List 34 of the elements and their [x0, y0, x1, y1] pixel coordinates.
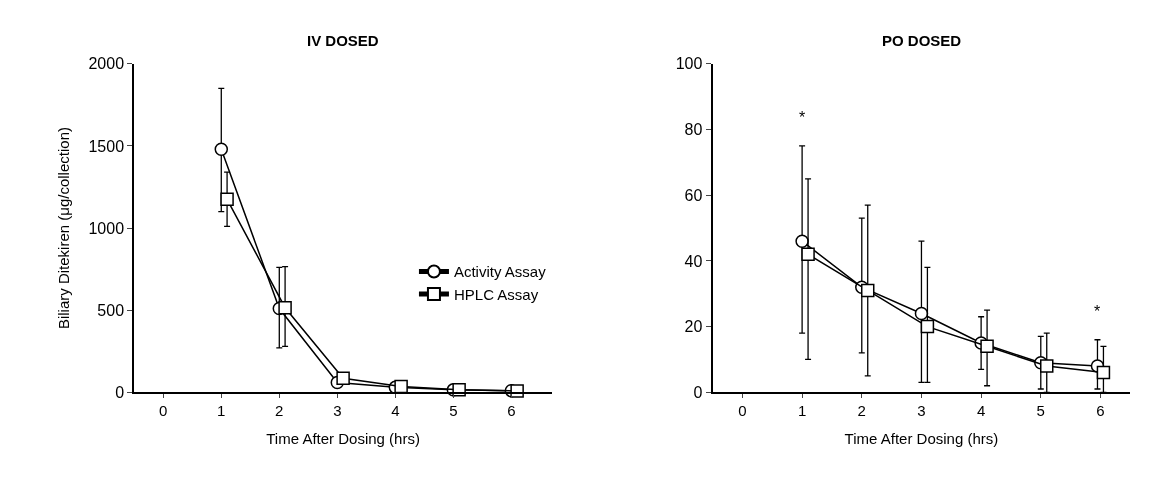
y-tick-label: 0: [115, 383, 125, 401]
annotation: *: [1094, 303, 1101, 320]
y-tick-label: 20: [684, 318, 703, 336]
x-tick-label: 1: [797, 402, 807, 420]
x-tick-label: 0: [159, 402, 168, 420]
chart-title: PO DOSED: [882, 32, 962, 49]
x-tick-label: 4: [391, 402, 400, 420]
x-tick-label: 3: [333, 402, 342, 420]
x-tick-label: 6: [507, 402, 516, 420]
y-axis-title: Biliary Ditekiren (μg/collection): [55, 127, 73, 330]
x-axis-title: Time After Dosing (hrs): [844, 429, 999, 447]
y-tick-label: 100: [675, 55, 703, 73]
x-tick-label: 1: [217, 402, 226, 420]
y-tick-label: 60: [684, 186, 703, 204]
y-tick-label: 80: [684, 121, 703, 139]
x-tick-label: 0: [738, 402, 747, 420]
y-tick-label: 1500: [88, 137, 125, 155]
y-tick-label: 40: [684, 252, 703, 270]
x-axis-title: Time After Dosing (hrs): [266, 429, 420, 447]
x-tick-label: 3: [917, 402, 926, 420]
y-tick-label: 500: [97, 301, 125, 319]
x-tick-label: 2: [857, 402, 866, 420]
x-tick-label: 4: [976, 402, 986, 420]
legend-label: Activity Assay: [453, 263, 547, 281]
legend-label: HPLC Assay: [453, 285, 539, 303]
x-tick-label: 6: [1096, 402, 1105, 420]
y-tick-label: 1000: [88, 219, 125, 237]
y-tick-label: 0: [693, 383, 703, 401]
x-tick-label: 5: [449, 402, 458, 420]
annotation: *: [799, 109, 806, 126]
x-tick-label: 2: [275, 402, 284, 420]
y-tick-label: 2000: [88, 55, 125, 73]
x-tick-label: 5: [1036, 402, 1045, 420]
chart-title: IV DOSED: [307, 32, 379, 49]
